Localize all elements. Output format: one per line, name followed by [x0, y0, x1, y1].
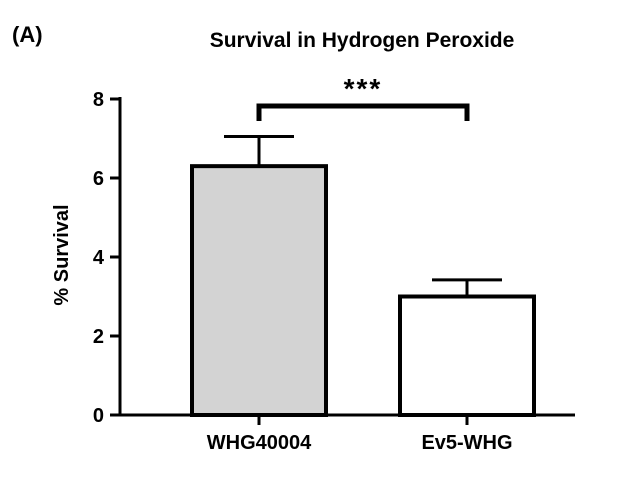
bar [398, 294, 536, 417]
significance-label: *** [344, 73, 383, 104]
x-tick-label: WHG40004 [207, 432, 312, 454]
y-axis-label: % Survival [51, 204, 73, 305]
bar [190, 164, 328, 417]
x-tick-label: Ev5-WHG [421, 432, 512, 454]
y-tick-label: 4 [93, 247, 105, 269]
panel-label: (A) [12, 22, 43, 47]
y-tick-label: 6 [93, 168, 104, 190]
y-tick-label: 2 [93, 326, 104, 348]
chart-title: Survival in Hydrogen Peroxide [210, 29, 515, 52]
bars: WHG40004 Ev5-WHG [190, 135, 536, 454]
significance-annotation: *** [256, 73, 470, 121]
significance-bracket [256, 103, 470, 121]
y-tick-label: 0 [93, 405, 104, 427]
y-tick-label: 8 [93, 89, 104, 111]
